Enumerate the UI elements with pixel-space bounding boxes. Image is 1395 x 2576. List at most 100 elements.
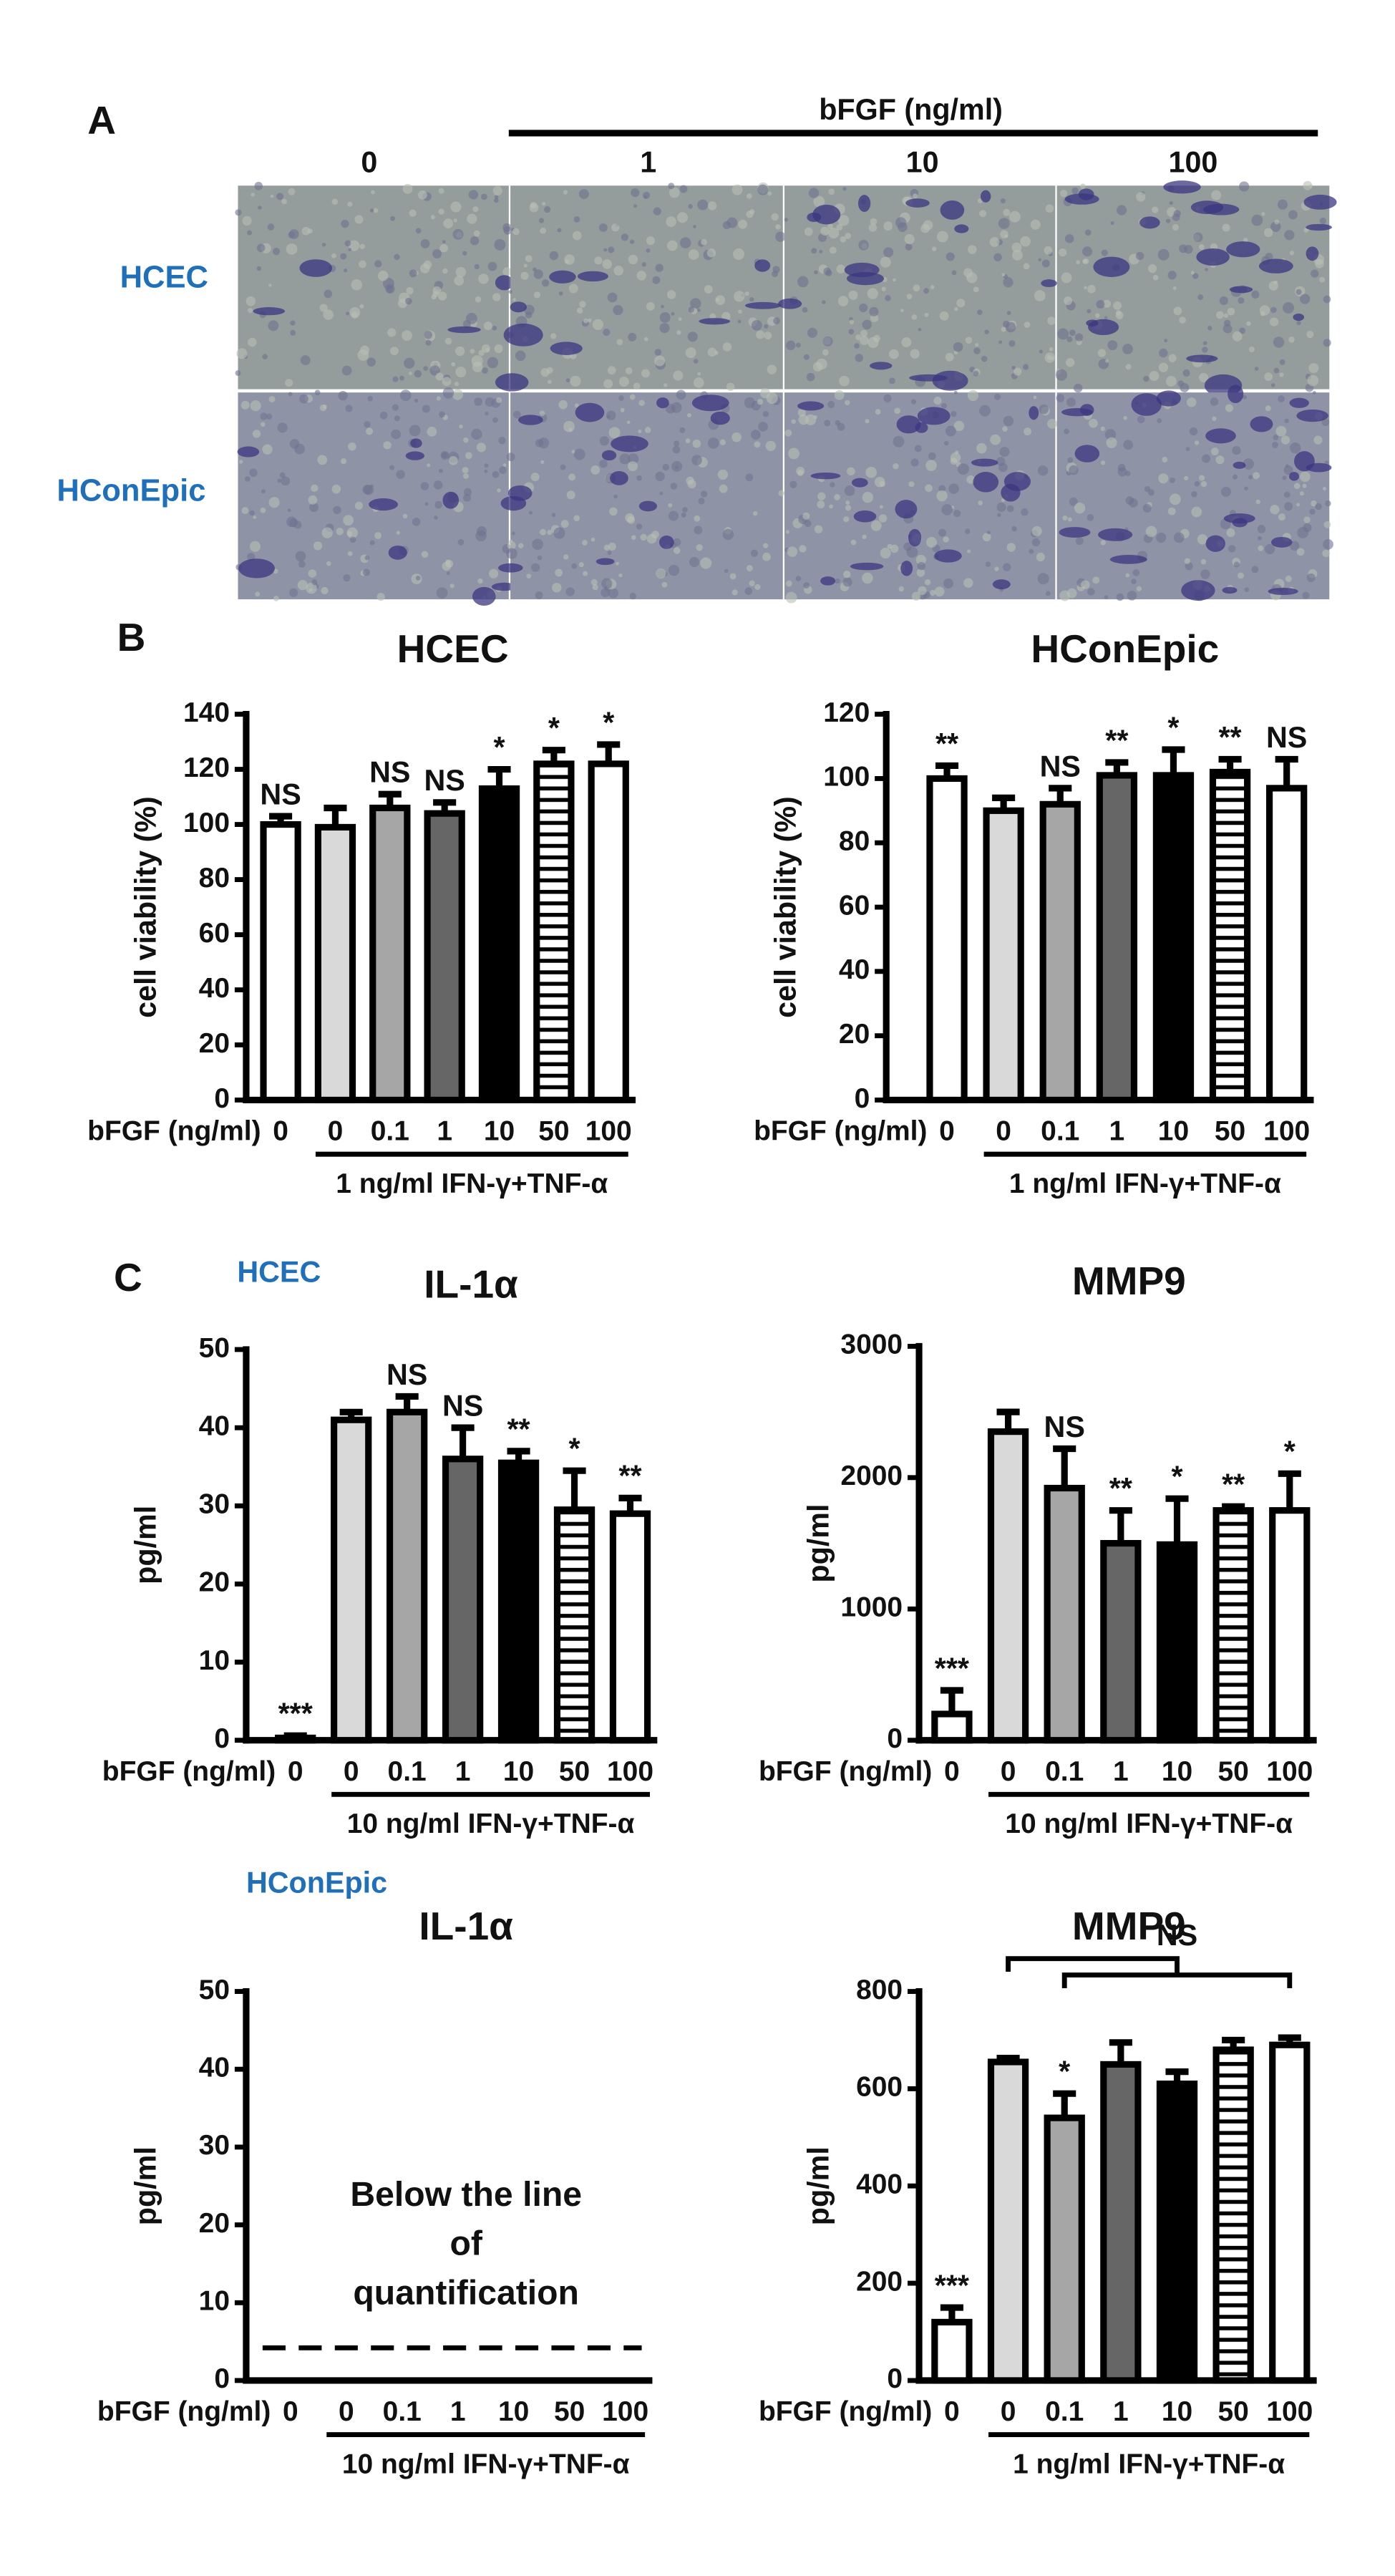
texture [277,478,282,483]
texture [1311,500,1317,507]
texture [802,306,808,313]
texture [250,400,261,412]
cell-cluster [1205,428,1236,444]
texture [1023,427,1032,436]
texture [1002,426,1008,432]
texture [369,208,374,213]
texture [435,372,444,381]
texture [474,263,480,270]
texture [915,554,926,565]
texture [973,370,979,377]
texture [951,270,957,276]
texture [383,441,392,450]
texture [1125,496,1134,505]
texture [262,354,268,360]
texture [321,527,333,538]
texture [973,286,979,293]
texture [547,379,552,384]
cell-cluster [601,450,617,461]
cell-cluster [610,470,628,485]
bar [533,760,575,1104]
texture [870,218,878,226]
significance-label: * [548,712,560,745]
texture [260,422,266,427]
x-tick-label: 0 [1001,1756,1016,1787]
texture [298,561,306,568]
texture [377,270,389,281]
texture [507,541,516,550]
texture [998,340,1003,344]
texture [1037,465,1049,476]
texture [943,536,949,543]
texture [963,578,973,588]
cell-cluster [656,397,669,409]
texture [1312,391,1316,394]
bar [275,1734,316,1744]
texture [1277,199,1288,210]
texture [653,207,661,216]
texture [785,340,796,351]
texture [549,251,559,261]
x-tick-label: 10 [1158,1116,1189,1147]
bar [478,785,520,1104]
texture [1233,561,1240,568]
texture [406,286,414,295]
texture [883,247,894,258]
texture [341,219,349,228]
texture [364,421,371,428]
texture [1066,336,1073,342]
texture [314,389,321,396]
texture [538,437,550,449]
texture [568,284,578,294]
texture [359,243,365,250]
texture [260,507,266,513]
texture [425,339,432,346]
texture [1284,230,1295,241]
treatment-label: 10 ng/ml IFN-γ+TNF-α [1005,1808,1293,1839]
cell-cluster [1109,555,1147,564]
texture [681,512,686,518]
texture [366,357,376,367]
significance-label: ** [618,1460,642,1493]
texture [964,528,971,534]
texture [241,507,249,515]
bar [314,823,356,1104]
texture [1274,219,1280,225]
y-tick-label: 120 [183,752,230,783]
y-tick-label: 0 [855,1083,870,1114]
texture [910,458,919,467]
texture [814,525,823,533]
texture [954,306,958,311]
bar [588,760,629,1104]
texture [737,319,742,324]
texture [1069,465,1079,475]
texture [795,576,802,581]
texture [1309,508,1316,515]
texture [829,246,837,254]
texture [812,362,823,372]
texture [1116,593,1124,601]
cell-cluster [577,271,608,282]
x-tick-label: 0 [283,2396,298,2427]
x-tick-label: 1 [1113,1756,1129,1787]
texture [746,565,753,572]
texture [588,318,592,323]
texture [364,485,374,495]
texture [1064,428,1069,435]
texture [1011,249,1023,261]
texture [531,563,540,572]
texture [494,238,506,251]
texture [1122,344,1133,354]
texture [1194,481,1200,487]
texture [797,276,809,288]
texture [573,515,580,522]
texture [791,419,796,424]
x-tick-label: 0 [944,2396,960,2427]
texture [415,228,422,234]
texture [1107,340,1118,351]
texture [678,317,682,321]
texture [750,430,761,440]
texture [1145,526,1157,538]
texture [1323,295,1331,304]
texture [287,508,291,513]
